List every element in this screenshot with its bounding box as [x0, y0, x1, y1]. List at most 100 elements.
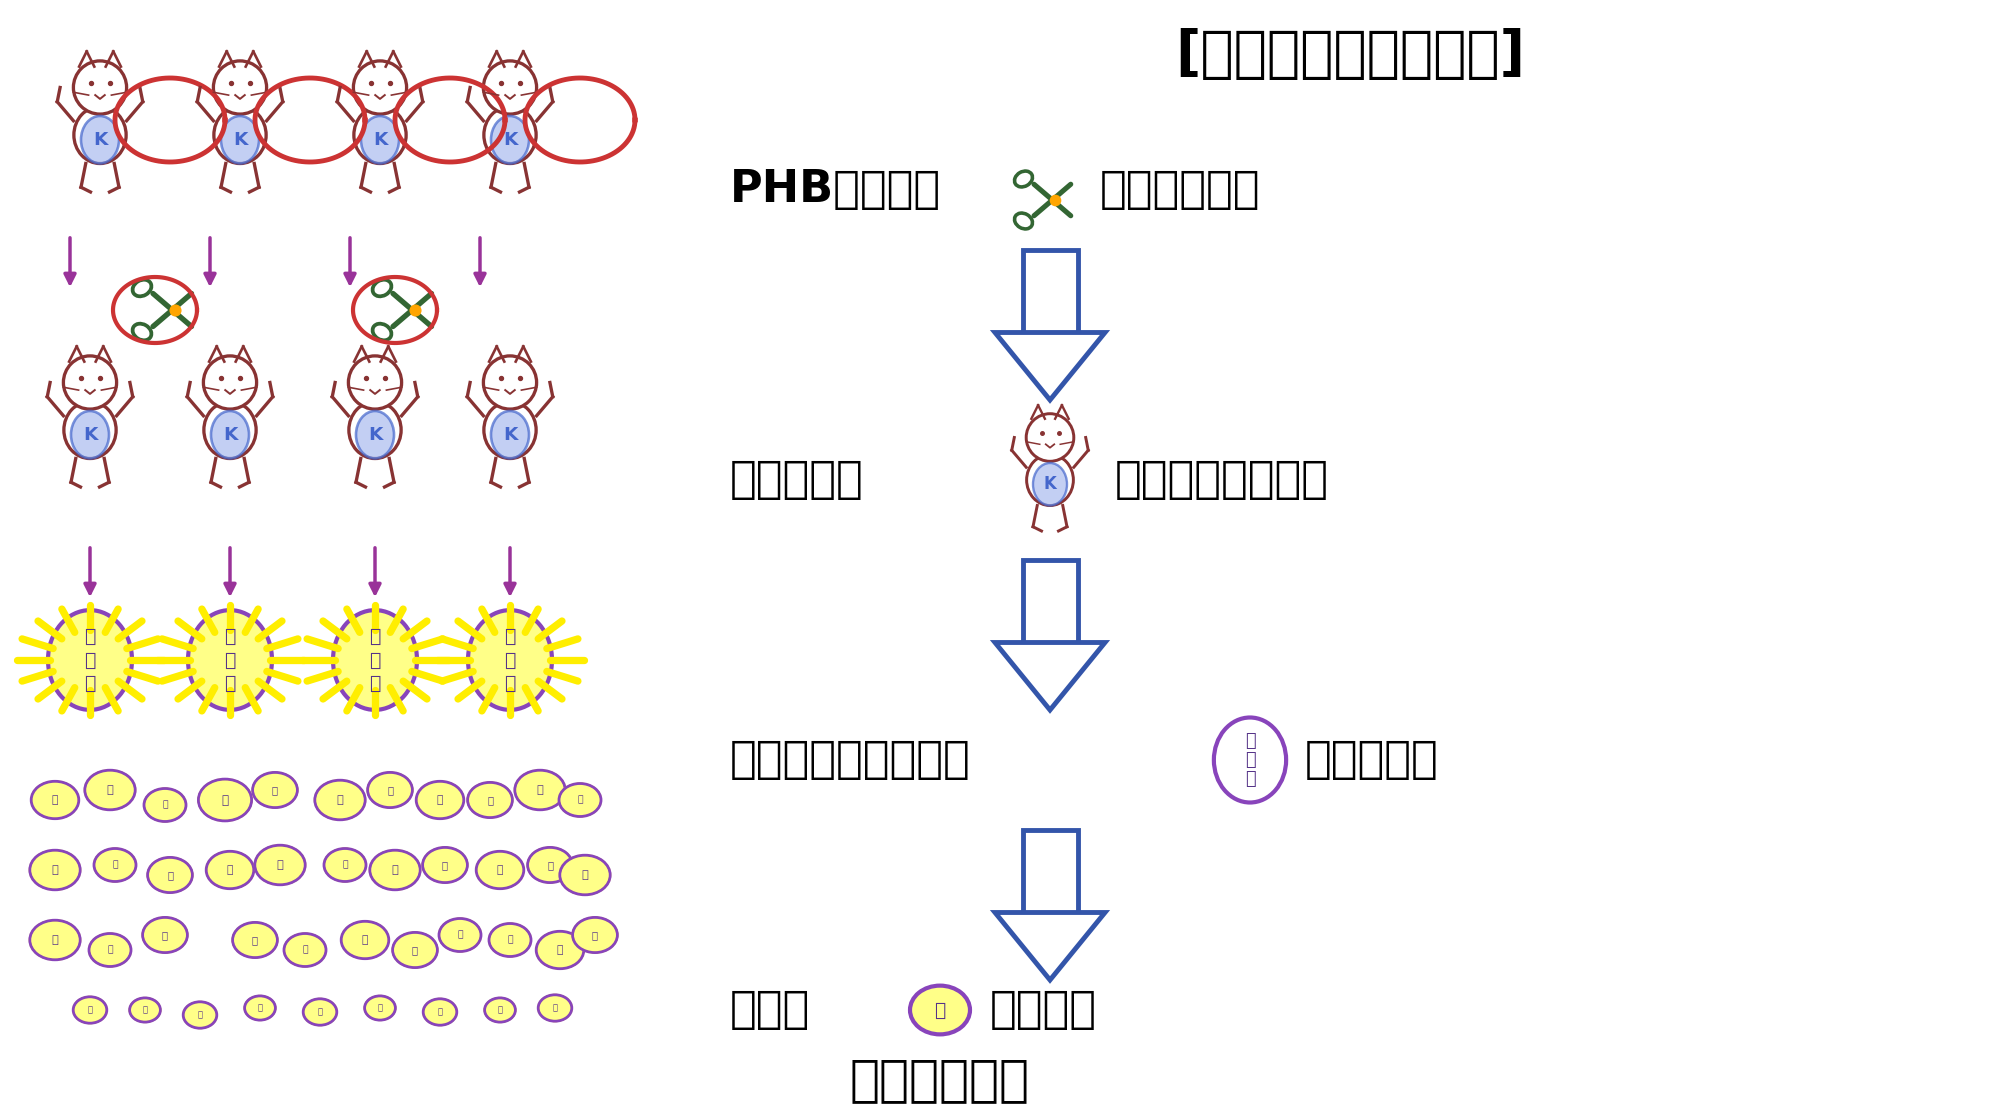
Ellipse shape: [560, 855, 610, 895]
Text: 酪: 酪: [342, 860, 348, 869]
Text: 酪: 酪: [548, 860, 552, 870]
Ellipse shape: [910, 985, 970, 1035]
Text: 酪: 酪: [496, 865, 504, 875]
Ellipse shape: [422, 847, 468, 883]
Ellipse shape: [356, 411, 394, 459]
Text: 酪: 酪: [552, 1003, 558, 1012]
Ellipse shape: [214, 106, 266, 164]
Text: 酪: 酪: [252, 935, 258, 945]
Ellipse shape: [484, 998, 516, 1022]
Circle shape: [348, 356, 402, 410]
Ellipse shape: [536, 931, 584, 969]
Bar: [1022, 250, 1078, 333]
Ellipse shape: [148, 857, 192, 893]
Text: K: K: [232, 131, 248, 148]
Text: 酪: 酪: [442, 860, 448, 870]
Text: 菌: 菌: [370, 674, 380, 693]
Text: 酪: 酪: [508, 935, 512, 944]
Text: ）の放出: ）の放出: [990, 989, 1096, 1031]
Ellipse shape: [488, 924, 532, 956]
Text: ）を活性化: ）を活性化: [1304, 739, 1438, 781]
Ellipse shape: [206, 852, 254, 888]
Text: 酪: 酪: [1244, 732, 1256, 750]
Ellipse shape: [198, 779, 252, 821]
Ellipse shape: [184, 1002, 216, 1028]
Text: ケトン体が酪酸菌（: ケトン体が酪酸菌（: [730, 739, 970, 781]
Text: 酪: 酪: [162, 930, 168, 940]
Ellipse shape: [468, 610, 552, 710]
Text: 酪: 酪: [498, 1006, 502, 1014]
Text: K: K: [502, 425, 518, 444]
Bar: [1022, 560, 1078, 643]
Ellipse shape: [188, 610, 272, 710]
Ellipse shape: [368, 772, 412, 808]
Ellipse shape: [364, 995, 396, 1020]
Ellipse shape: [332, 610, 416, 710]
Text: ケトン体（: ケトン体（: [730, 459, 864, 501]
Text: 酪: 酪: [106, 785, 114, 795]
Text: 酪: 酪: [438, 1008, 442, 1017]
Ellipse shape: [130, 998, 160, 1022]
Text: 酪酸（: 酪酸（: [730, 989, 810, 1031]
Text: K: K: [92, 131, 108, 148]
Ellipse shape: [416, 781, 464, 819]
Ellipse shape: [204, 402, 256, 459]
Ellipse shape: [142, 917, 188, 953]
Text: 酸: 酸: [370, 651, 380, 670]
Ellipse shape: [1214, 718, 1286, 802]
Text: K: K: [372, 131, 388, 148]
Ellipse shape: [64, 402, 116, 459]
Ellipse shape: [538, 994, 572, 1021]
Ellipse shape: [1032, 463, 1068, 506]
Ellipse shape: [342, 922, 388, 959]
Ellipse shape: [360, 116, 400, 164]
Ellipse shape: [254, 845, 306, 885]
Text: 酪: 酪: [458, 931, 462, 940]
Text: 酪: 酪: [224, 627, 236, 646]
Ellipse shape: [80, 116, 120, 164]
Text: 酪: 酪: [142, 1006, 148, 1014]
Circle shape: [204, 356, 256, 410]
Text: 酪: 酪: [276, 860, 284, 870]
Text: 酪: 酪: [168, 870, 174, 881]
Ellipse shape: [392, 932, 438, 968]
Ellipse shape: [424, 999, 456, 1026]
Text: 酪: 酪: [258, 1003, 262, 1012]
Text: K: K: [82, 425, 98, 444]
Ellipse shape: [354, 106, 406, 164]
Text: [ケトバイオテイクス]: [ケトバイオテイクス]: [1176, 28, 1526, 81]
Circle shape: [484, 356, 536, 410]
Text: 菌: 菌: [224, 674, 236, 693]
Text: 酸: 酸: [84, 651, 96, 670]
Text: 酪: 酪: [582, 870, 588, 881]
Text: 菌: 菌: [1244, 770, 1256, 788]
Text: ）が加水分解: ）が加水分解: [1100, 169, 1260, 212]
Ellipse shape: [492, 411, 528, 459]
Ellipse shape: [220, 116, 260, 164]
Polygon shape: [996, 913, 1104, 980]
Text: 菌: 菌: [504, 674, 516, 693]
Text: 酪: 酪: [392, 865, 398, 875]
Bar: [1022, 830, 1078, 913]
Text: 酪: 酪: [578, 796, 582, 805]
Text: 酪: 酪: [84, 627, 96, 646]
Text: 酪: 酪: [378, 1003, 382, 1012]
Text: 酪: 酪: [52, 935, 58, 945]
Ellipse shape: [304, 999, 336, 1026]
Ellipse shape: [84, 770, 136, 810]
Ellipse shape: [284, 933, 326, 966]
Ellipse shape: [232, 923, 278, 958]
Ellipse shape: [468, 782, 512, 818]
Text: 酪: 酪: [488, 795, 492, 805]
Text: 酪: 酪: [198, 1010, 202, 1020]
Ellipse shape: [74, 997, 106, 1023]
Text: 酪: 酪: [302, 945, 308, 954]
Text: K: K: [1044, 475, 1056, 493]
Text: K: K: [502, 131, 518, 148]
Ellipse shape: [560, 783, 600, 817]
Circle shape: [354, 61, 406, 114]
Text: 酪: 酪: [436, 795, 444, 805]
Ellipse shape: [484, 402, 536, 459]
Ellipse shape: [88, 933, 132, 966]
Text: 酪: 酪: [112, 860, 118, 869]
